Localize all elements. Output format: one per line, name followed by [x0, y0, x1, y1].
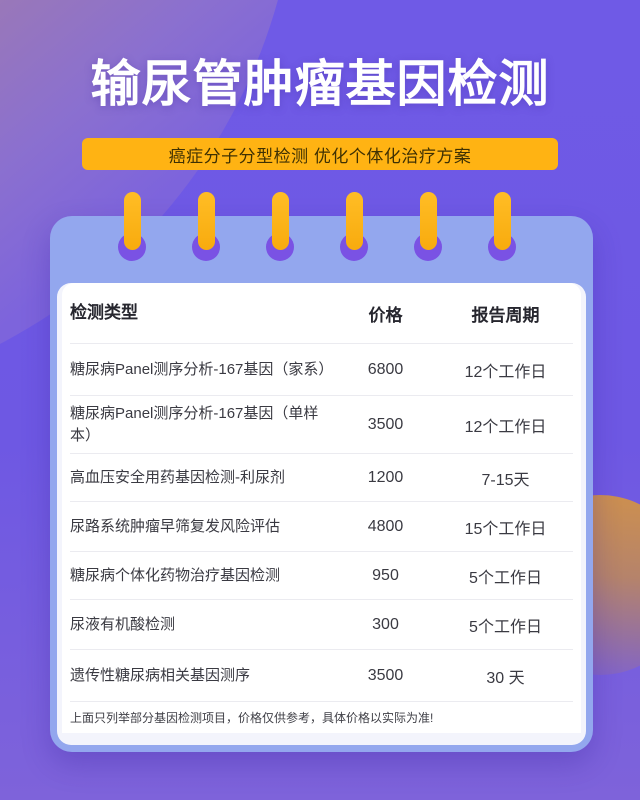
test-price: 3500	[367, 666, 404, 684]
table-row: 遗传性糖尿病相关基因测序 3500 30 天	[70, 649, 573, 701]
test-period: 12个工作日	[464, 363, 547, 381]
table-row: 尿液有机酸检测 300 5个工作日	[70, 599, 573, 649]
header-report-period: 报告周期	[471, 305, 540, 325]
test-price: 3500	[367, 415, 404, 433]
test-name: 糖尿病个体化药物治疗基因检测	[70, 566, 281, 584]
test-price: 300	[372, 615, 399, 633]
test-period: 12个工作日	[464, 418, 547, 436]
binder-pin	[420, 192, 437, 250]
test-price: 4800	[367, 517, 404, 535]
table-row: 尿路系统肿瘤早筛复发风险评估 4800 15个工作日	[70, 501, 573, 551]
binder-pin	[494, 192, 511, 250]
table-row: 糖尿病Panel测序分析-167基因（家系） 6800 12个工作日	[70, 343, 573, 395]
test-name: 糖尿病Panel测序分析-167基因（单样本）	[70, 404, 319, 444]
table-row: 高血压安全用药基因检测-利尿剂 1200 7-15天	[70, 453, 573, 501]
header-price: 价格	[368, 305, 403, 325]
price-table: 检测类型 价格 报告周期 糖尿病Panel测序分析-167基因（家系） 6800…	[62, 283, 581, 733]
test-period: 15个工作日	[464, 520, 547, 538]
table-row: 糖尿病Panel测序分析-167基因（单样本） 3500 12个工作日	[70, 395, 573, 453]
test-period: 5个工作日	[469, 618, 542, 636]
binder-pin	[198, 192, 215, 250]
test-period: 30 天	[486, 669, 525, 687]
test-name: 高血压安全用药基因检测-利尿剂	[70, 468, 285, 486]
test-price: 6800	[367, 360, 404, 378]
test-period: 7-15天	[481, 471, 530, 489]
test-name: 尿液有机酸检测	[70, 615, 176, 633]
test-period: 5个工作日	[469, 569, 542, 587]
header-test-type: 检测类型	[70, 302, 138, 322]
page-title: 输尿管肿瘤基因检测	[90, 56, 550, 112]
test-name: 尿路系统肿瘤早筛复发风险评估	[70, 517, 281, 535]
disclaimer-note: 上面只列举部分基因检测项目，价格仅供参考，具体价格以实际为准!	[70, 701, 573, 733]
test-price: 950	[372, 566, 399, 584]
table-row: 糖尿病个体化药物治疗基因检测 950 5个工作日	[70, 551, 573, 599]
binder-pin	[346, 192, 363, 250]
test-name: 糖尿病Panel测序分析-167基因（家系）	[70, 360, 334, 378]
table-header-row: 检测类型 价格 报告周期	[70, 283, 573, 343]
test-price: 1200	[367, 468, 404, 486]
subtitle-badge: 癌症分子分型检测 优化个体化治疗方案	[82, 138, 558, 170]
test-name: 遗传性糖尿病相关基因测序	[70, 666, 251, 684]
binder-pin	[272, 192, 289, 250]
binder-pin	[124, 192, 141, 250]
price-table-card: 检测类型 价格 报告周期 糖尿病Panel测序分析-167基因（家系） 6800…	[57, 283, 586, 745]
